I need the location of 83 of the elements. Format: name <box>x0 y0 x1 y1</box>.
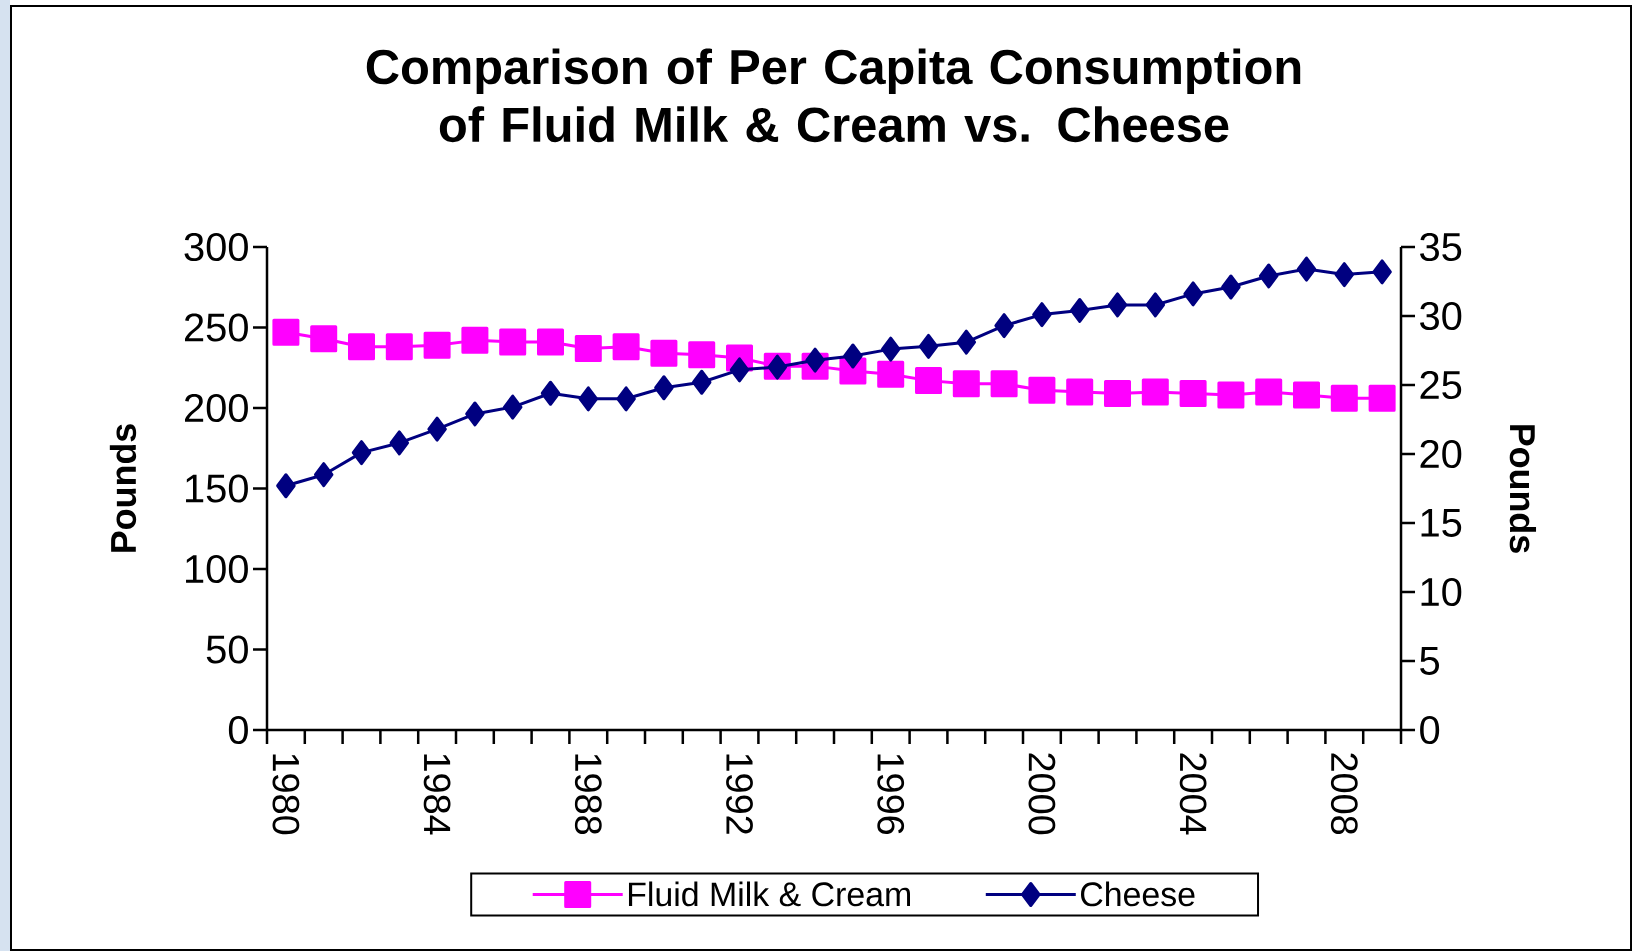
y2-tick-label: 20 <box>1420 439 1462 469</box>
point <box>1066 378 1094 406</box>
point <box>1221 274 1241 300</box>
point <box>1145 292 1166 318</box>
x-tick-label: 2008 <box>1330 753 1358 835</box>
point <box>1334 262 1355 288</box>
y2-tick-label: 25 <box>1420 370 1462 400</box>
point <box>499 328 527 356</box>
point <box>1107 292 1128 318</box>
point <box>877 360 905 388</box>
y-tick-label: 0 <box>228 715 248 745</box>
y2-tick-label: 5 <box>1420 647 1440 675</box>
point <box>540 380 561 406</box>
x-tick-label: 1992 <box>726 754 753 834</box>
x-tick-label: 1984 <box>423 754 451 835</box>
point <box>994 313 1014 339</box>
x-tick-label: 1980 <box>272 754 300 835</box>
point <box>1255 378 1283 406</box>
point <box>272 318 300 346</box>
point <box>688 341 716 369</box>
point <box>461 326 489 354</box>
point <box>313 462 334 488</box>
point <box>1368 384 1396 412</box>
point <box>276 473 296 499</box>
point <box>427 416 447 442</box>
y-tick-label: 100 <box>186 554 248 584</box>
point <box>880 336 901 362</box>
point <box>389 430 410 456</box>
x-tick-label: 2000 <box>1028 753 1056 835</box>
point <box>1141 378 1169 406</box>
point <box>351 440 372 466</box>
y-tick-label: 150 <box>186 474 248 503</box>
point <box>1183 281 1203 307</box>
point <box>423 331 451 359</box>
point <box>1258 263 1279 289</box>
point <box>729 357 750 383</box>
point <box>1179 380 1207 407</box>
point <box>915 367 943 395</box>
point <box>502 394 523 420</box>
point <box>952 370 980 398</box>
point <box>1330 384 1358 412</box>
y2-tick-label: 15 <box>1421 509 1462 537</box>
y2-tick-label: 0 <box>1420 715 1440 745</box>
point <box>616 386 636 412</box>
point <box>1104 380 1132 407</box>
point <box>1217 381 1245 409</box>
point <box>348 333 376 361</box>
x-tick-label: 1996 <box>877 754 905 835</box>
point <box>578 386 599 412</box>
point <box>650 339 678 367</box>
chart-title: Comparison of Per Capita Consumption of Fluid Milk & Cream vs. Cheese <box>366 48 1301 143</box>
legend-label: Cheese <box>1081 881 1195 907</box>
point <box>310 325 338 353</box>
point <box>574 334 602 362</box>
point <box>1069 297 1090 323</box>
point <box>843 343 863 369</box>
point <box>1032 302 1052 328</box>
x-tick-label: 1988 <box>574 754 602 835</box>
x-tick-label: 2004 <box>1179 753 1207 835</box>
point <box>1296 256 1317 282</box>
y-tick-label: 300 <box>184 232 248 262</box>
y-tick-label: 50 <box>206 635 248 664</box>
point <box>956 329 977 355</box>
point <box>1028 376 1056 404</box>
y2-tick-label: 10 <box>1421 577 1462 607</box>
point <box>1372 259 1392 285</box>
point <box>654 375 674 401</box>
point <box>990 370 1018 398</box>
y-axis-title: Pounds <box>109 424 137 552</box>
point <box>537 328 565 356</box>
legend-label: Fluid Milk & Cream <box>628 881 910 907</box>
point <box>465 401 485 427</box>
point <box>385 333 413 361</box>
point <box>1293 381 1321 409</box>
y2-tick-label: 35 <box>1420 232 1462 262</box>
y2-axis-title: Pounds <box>1509 425 1537 553</box>
point <box>612 333 640 361</box>
point <box>691 369 712 395</box>
point <box>805 347 825 373</box>
y2-tick-label: 30 <box>1420 301 1462 331</box>
y-tick-label: 250 <box>184 313 248 342</box>
y-tick-label: 200 <box>184 393 248 423</box>
point <box>918 333 939 359</box>
